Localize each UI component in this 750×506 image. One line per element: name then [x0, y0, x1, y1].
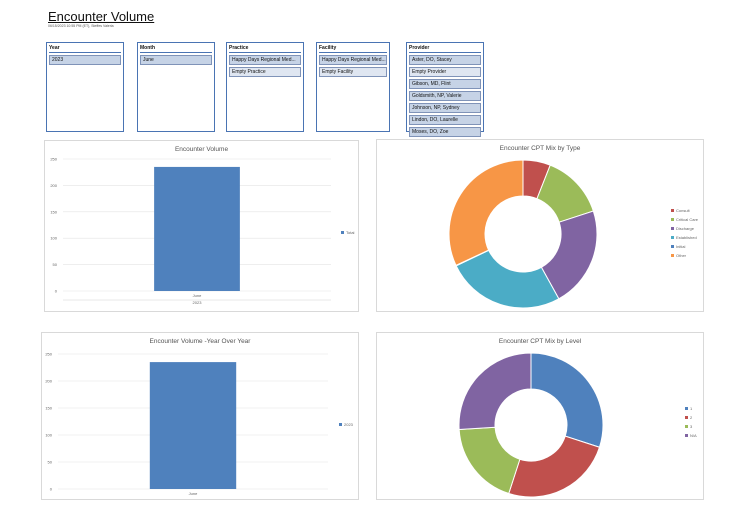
practice-slicer-item[interactable]: Happy Days Regional Med...	[229, 55, 301, 65]
x-tick-label: June	[189, 491, 198, 496]
donut-slice	[530, 352, 604, 448]
legend-item: 3	[685, 424, 697, 429]
provider-slicer: Provider Aster, DO, Stacey Empty Provide…	[406, 42, 484, 137]
donut-slice	[508, 435, 601, 498]
legend-item: N/A	[685, 433, 697, 438]
chart-legend: Consult Critical Care Discharge Established…	[671, 208, 698, 262]
legend-label: N/A	[690, 433, 697, 438]
cpt-mix-by-level-chart: Encounter CPT Mix by Level 1 2 3 N/A	[376, 332, 704, 500]
page-subtitle: 06/15/2023 10:55 PM (ET), Steffes Valeri…	[48, 24, 114, 28]
provider-slicer-item[interactable]: Lindon, DO, Laurelle	[409, 115, 481, 125]
legend-swatch	[685, 416, 688, 419]
legend-label: Initial	[676, 244, 686, 249]
encounter-volume-chart: Encounter Volume 0 50 100 150 200 250 June 2023…	[44, 140, 359, 312]
chart-title: Encounter CPT Mix by Type	[499, 145, 581, 152]
chart-title: Encounter CPT Mix by Level	[498, 338, 582, 345]
legend-label: 2	[690, 415, 693, 420]
legend-item: Established	[671, 235, 698, 240]
legend-item: Other	[671, 253, 698, 258]
legend-swatch	[671, 209, 674, 212]
legend-label: Established	[676, 235, 697, 240]
facility-slicer: Facility Happy Days Regional Med... Empt…	[316, 42, 390, 132]
legend-item: Critical Care	[671, 217, 698, 222]
provider-slicer-item[interactable]: Goldsmith, NP, Valerie	[409, 91, 481, 101]
provider-slicer-item[interactable]: Aster, DO, Stacey	[409, 55, 481, 65]
chart-title: Encounter Volume	[174, 146, 229, 153]
y-tick-label: 0	[55, 289, 58, 294]
legend-item: Discharge	[671, 226, 698, 231]
month-slicer-item[interactable]: June	[140, 55, 212, 65]
donut-chart-svg	[448, 159, 598, 309]
facility-slicer-header: Facility	[319, 45, 387, 53]
year-over-year-chart: Encounter Volume -Year Over Year 0 50 100 1…	[41, 332, 359, 500]
y-tick-label: 200	[45, 379, 52, 384]
bar-chart-svg: 0 50 100 150 200 250 June 2023	[45, 352, 354, 497]
practice-slicer-item[interactable]: Empty Practice	[229, 67, 301, 77]
chart-legend: 1 2 3 N/A	[685, 406, 697, 442]
year-slicer-item[interactable]: 2023	[49, 55, 121, 65]
legend-label: Critical Care	[676, 217, 699, 222]
legend-swatch	[685, 425, 688, 428]
y-tick-label: 100	[45, 433, 52, 438]
y-tick-label: 250	[50, 157, 57, 162]
legend-label: 3	[690, 424, 693, 429]
year-slicer-header: Year	[49, 45, 121, 53]
legend-swatch	[671, 245, 674, 248]
legend-swatch	[671, 218, 674, 221]
donut-slice	[458, 352, 532, 431]
provider-slicer-item[interactable]: Moses, DO, Zoe	[409, 127, 481, 137]
month-slicer-header: Month	[140, 45, 212, 53]
legend-label: Discharge	[676, 226, 695, 231]
legend-label: 2023	[344, 422, 354, 427]
cpt-mix-by-type-chart: Encounter CPT Mix by Type Consult Critica…	[376, 139, 704, 312]
provider-slicer-header: Provider	[409, 45, 481, 53]
year-slicer: Year 2023	[46, 42, 124, 132]
provider-slicer-item[interactable]: Gibson, MD, Flint	[409, 79, 481, 89]
y-tick-label: 200	[50, 183, 57, 188]
legend-swatch	[671, 254, 674, 257]
bar	[149, 362, 237, 489]
y-tick-label: 250	[45, 352, 52, 357]
legend-item: 1	[685, 406, 697, 411]
bar	[154, 166, 240, 291]
facility-slicer-item[interactable]: Empty Facility	[319, 67, 387, 77]
y-tick-label: 100	[50, 236, 57, 241]
y-tick-label: 150	[50, 209, 57, 214]
chart-title: Encounter Volume -Year Over Year	[149, 338, 251, 345]
donut-chart-svg	[458, 352, 604, 498]
legend-item: Initial	[671, 244, 698, 249]
page-title: Encounter Volume	[48, 9, 155, 24]
legend-label: Other	[676, 253, 687, 258]
bar-chart-svg: 0 50 100 150 200 250 June 2023 Total	[50, 157, 355, 306]
legend-label: Total	[346, 230, 355, 235]
y-tick-label: 150	[45, 406, 52, 411]
donut-slice	[448, 159, 524, 267]
legend-swatch	[685, 434, 688, 437]
legend-label: 1	[690, 406, 693, 411]
legend-label: Consult	[676, 208, 690, 213]
legend-swatch	[339, 423, 342, 426]
provider-slicer-item[interactable]: Empty Provider	[409, 67, 481, 77]
provider-slicer-item[interactable]: Johnson, NP, Sydney	[409, 103, 481, 113]
practice-slicer-header: Practice	[229, 45, 301, 53]
x-group-label: 2023	[193, 300, 203, 305]
facility-slicer-item[interactable]: Happy Days Regional Med...	[319, 55, 387, 65]
legend-swatch	[671, 227, 674, 230]
legend-swatch	[341, 231, 344, 234]
month-slicer: Month June	[137, 42, 215, 132]
y-tick-label: 50	[48, 460, 53, 465]
legend-item: 2	[685, 415, 697, 420]
y-tick-label: 0	[50, 487, 53, 492]
legend-swatch	[671, 236, 674, 239]
y-tick-label: 50	[53, 262, 58, 267]
legend-swatch	[685, 407, 688, 410]
x-tick-label: June	[193, 293, 202, 298]
legend-item: Consult	[671, 208, 698, 213]
donut-slice	[458, 426, 521, 495]
practice-slicer: Practice Happy Days Regional Med... Empt…	[226, 42, 304, 132]
